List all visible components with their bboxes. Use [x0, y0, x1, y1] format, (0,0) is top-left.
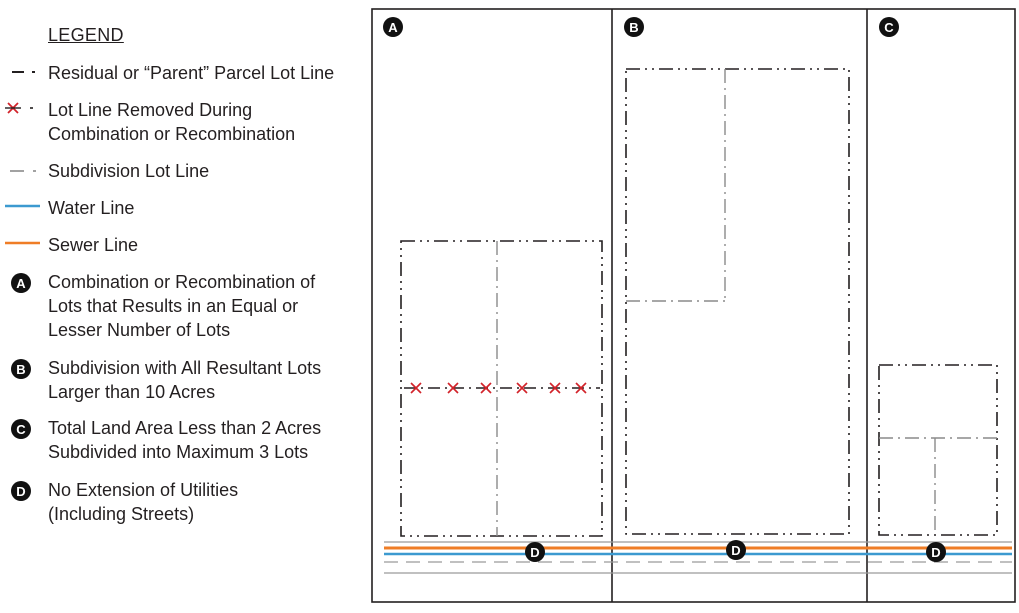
legend-label-a-1: Combination or Recombination of [48, 272, 316, 292]
legend-label-d-2: (Including Streets) [48, 504, 195, 524]
legend-label-c-2: Subdivided into Maximum 3 Lots [48, 442, 309, 462]
legend-label-parent: Residual or “Parent” Parcel Lot Line [48, 63, 335, 83]
removed-x-icon [549, 382, 561, 394]
legend-label-d-1: No Extension of Utilities [48, 480, 239, 500]
legend-label-c-1: Total Land Area Less than 2 Acres [48, 418, 322, 438]
diagram-frame [371, 8, 1016, 603]
legend-label-water: Water Line [48, 198, 135, 218]
panel-c-badge-label: C [884, 20, 894, 35]
utility-badge-label: D [731, 543, 740, 558]
removed-x-icon [480, 382, 492, 394]
legend-label-a-3: Lesser Number of Lots [48, 320, 231, 340]
legend-label-removed-1: Lot Line Removed During [48, 100, 253, 120]
legend-label-sewer: Sewer Line [48, 235, 139, 255]
water-line-symbol [5, 204, 40, 208]
legend-label-subdivision: Subdivision Lot Line [48, 161, 210, 181]
badge-a-icon: A [11, 273, 31, 293]
panel-a-badge-icon: A [383, 17, 403, 37]
panel-a-removed-markers [410, 382, 587, 394]
removed-x-icon [575, 382, 587, 394]
legend-title: LEGEND [48, 25, 124, 45]
panel-c-parent-parcel [878, 364, 998, 536]
removed-x-icon [447, 382, 459, 394]
sewer-line-symbol [5, 241, 40, 245]
badge-c-icon: C [11, 419, 31, 439]
legend-label-b-1: Subdivision with All Resultant Lots [48, 358, 322, 378]
panel-b-badge-label: B [629, 20, 638, 35]
panel-b-badge-icon: B [624, 17, 644, 37]
panel-a-parent-parcel [400, 240, 603, 537]
panel-c-badge-icon: C [879, 17, 899, 37]
panel-b-parent-parcel [625, 68, 850, 535]
utility-badge-label: D [931, 545, 940, 560]
legend-label-b-2: Larger than 10 Acres [48, 382, 216, 402]
removed-lot-line-symbol [5, 102, 33, 114]
panel-a-badge-label: A [388, 20, 398, 35]
legend-label-removed-2: Combination or Recombination [48, 124, 296, 144]
removed-x-icon [410, 382, 422, 394]
utility-badge-b-icon: D [726, 540, 746, 560]
legend-label-a-2: Lots that Results in an Equal or [48, 296, 299, 316]
utility-badge-a-icon: D [525, 542, 545, 562]
utility-badge-c-icon: D [926, 542, 946, 562]
badge-d-icon: D [11, 481, 31, 501]
badge-b-icon: B [11, 359, 31, 379]
utility-badge-label: D [530, 545, 539, 560]
legend: LEGEND Residual or “Parent” Parcel Lot L… [0, 0, 372, 613]
subdivision-lot-line-symbol [10, 170, 36, 172]
parent-lot-line-symbol [12, 71, 35, 73]
removed-x-icon [516, 382, 528, 394]
